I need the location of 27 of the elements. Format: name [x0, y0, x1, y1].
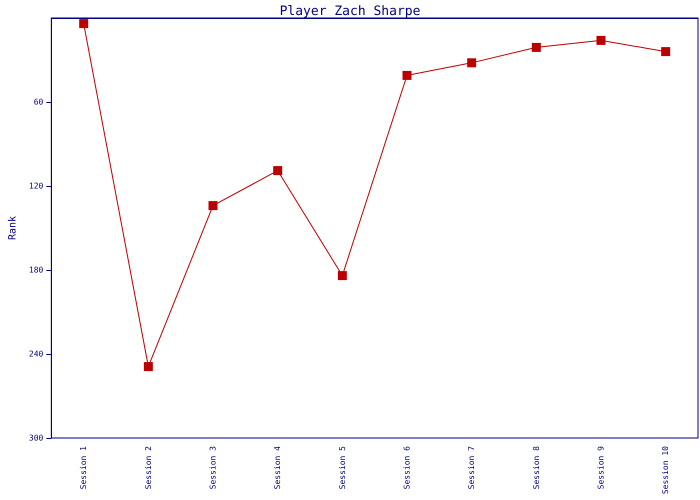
- point: [144, 362, 153, 372]
- y-axis-title: Rank: [8, 216, 18, 240]
- x-tick-label: Session 1: [79, 446, 88, 490]
- x-tick-label: Session 8: [532, 446, 541, 490]
- x-tick-label: Session 3: [208, 446, 218, 490]
- y-tick-label: 180: [28, 266, 44, 274]
- point: [338, 271, 347, 280]
- point: [467, 58, 476, 68]
- chart-title: Player Zach Sharpe: [280, 4, 421, 19]
- y-tick-label: 60: [34, 98, 44, 106]
- x-tick-label: Session 7: [467, 446, 476, 490]
- point: [273, 166, 282, 176]
- y-tick-label: 240: [28, 350, 44, 358]
- x-tick-label: Session 4: [273, 446, 282, 490]
- point: [402, 70, 412, 80]
- y-tick-label: 120: [28, 182, 44, 190]
- point: [661, 47, 670, 56]
- x-tick-label: Session 2: [144, 446, 153, 490]
- x-tick-label: Session 6: [402, 446, 412, 490]
- point: [532, 42, 541, 52]
- x-tick-label: Session 9: [596, 446, 606, 490]
- x-tick-label: Session 10: [661, 446, 670, 494]
- point: [79, 19, 88, 28]
- point: [208, 201, 218, 210]
- x-tick-label: Session 5: [338, 446, 347, 490]
- y-tick-label: 300: [28, 434, 44, 442]
- point: [596, 36, 606, 45]
